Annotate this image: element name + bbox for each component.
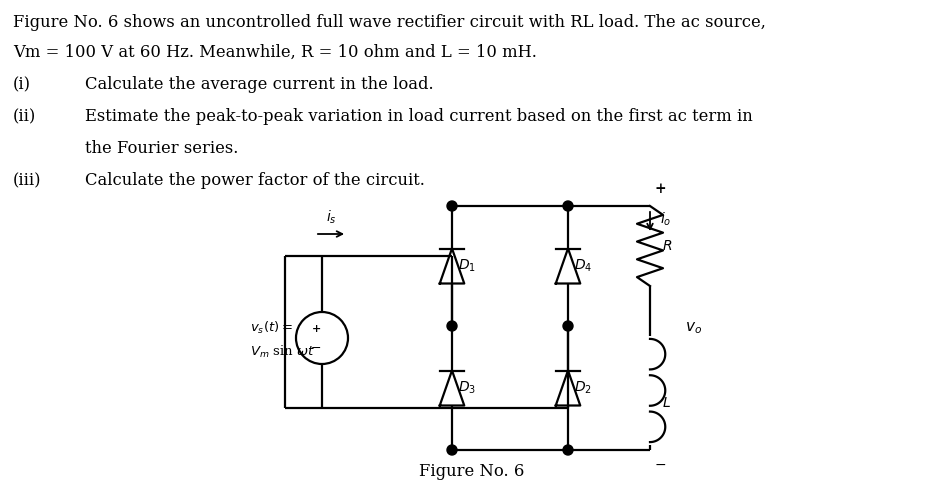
Text: Vm = 100 V at 60 Hz. Meanwhile, R = 10 ohm and L = 10 mH.: Vm = 100 V at 60 Hz. Meanwhile, R = 10 o…: [13, 44, 537, 61]
Text: the Fourier series.: the Fourier series.: [85, 140, 239, 157]
Circle shape: [447, 321, 457, 331]
Text: +: +: [654, 182, 666, 196]
Text: Figure No. 6 shows an uncontrolled full wave rectifier circuit with RL load. The: Figure No. 6 shows an uncontrolled full …: [13, 14, 766, 31]
Text: $D_3$: $D_3$: [458, 380, 476, 396]
Text: $i_o$: $i_o$: [660, 210, 671, 228]
Text: $D_1$: $D_1$: [458, 258, 476, 274]
Text: Calculate the power factor of the circuit.: Calculate the power factor of the circui…: [85, 172, 425, 189]
Text: $D_4$: $D_4$: [574, 258, 592, 274]
Circle shape: [563, 321, 573, 331]
Circle shape: [563, 201, 573, 211]
Text: $L$: $L$: [662, 396, 671, 410]
Text: (ii): (ii): [13, 108, 36, 125]
Text: Calculate the average current in the load.: Calculate the average current in the loa…: [85, 76, 433, 93]
Text: −: −: [654, 458, 666, 472]
Text: (iii): (iii): [13, 172, 42, 189]
Circle shape: [447, 445, 457, 455]
Text: +: +: [312, 324, 321, 334]
Text: $R$: $R$: [662, 239, 672, 253]
Text: $V_m$ sin $\omega t$: $V_m$ sin $\omega t$: [250, 344, 315, 360]
Text: $i_s$: $i_s$: [326, 208, 336, 226]
Text: $v_o$: $v_o$: [685, 320, 702, 336]
Text: (i): (i): [13, 76, 31, 93]
Circle shape: [563, 445, 573, 455]
Text: $v_s(t) =$: $v_s(t) =$: [250, 320, 293, 336]
Text: Estimate the peak-to-peak variation in load current based on the first ac term i: Estimate the peak-to-peak variation in l…: [85, 108, 752, 125]
Text: $D_2$: $D_2$: [574, 380, 592, 396]
Text: Figure No. 6: Figure No. 6: [419, 463, 525, 480]
Text: −: −: [311, 342, 321, 354]
Circle shape: [447, 201, 457, 211]
